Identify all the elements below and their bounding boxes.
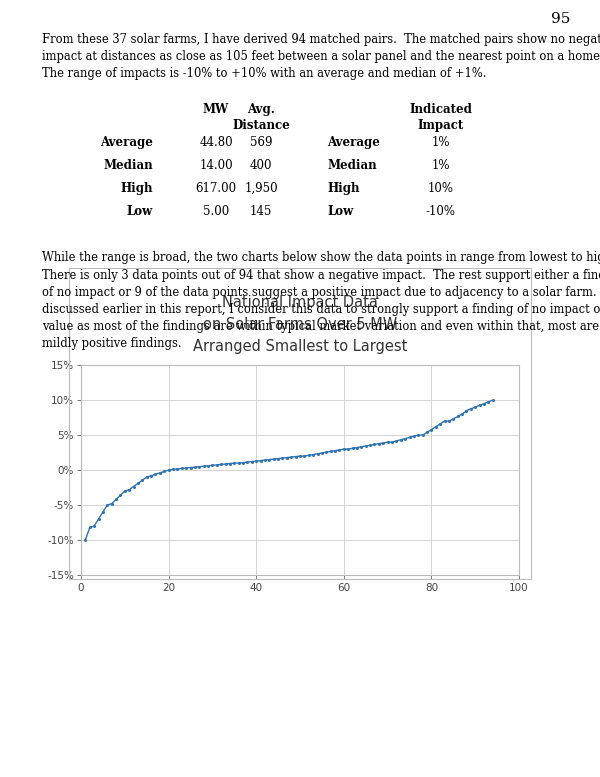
- Title: National Impact Data
on Solar Farms Over 5 MW
Arranged Smallest to Largest: National Impact Data on Solar Farms Over…: [193, 295, 407, 354]
- Text: 400: 400: [250, 159, 272, 172]
- Text: -10%: -10%: [426, 205, 456, 218]
- Text: mildly positive findings.: mildly positive findings.: [42, 337, 182, 350]
- Text: 145: 145: [250, 205, 272, 218]
- Text: High: High: [327, 182, 359, 195]
- Text: impact at distances as close as 105 feet between a solar panel and the nearest p: impact at distances as close as 105 feet…: [42, 50, 600, 63]
- Text: 1%: 1%: [432, 159, 450, 172]
- Text: 95: 95: [551, 12, 570, 26]
- Text: There is only 3 data points out of 94 that show a negative impact.  The rest sup: There is only 3 data points out of 94 th…: [42, 269, 600, 281]
- Text: Impact: Impact: [418, 119, 464, 132]
- Text: 1%: 1%: [432, 136, 450, 149]
- Text: Indicated: Indicated: [410, 103, 472, 117]
- Text: MW: MW: [203, 103, 229, 117]
- Text: High: High: [121, 182, 153, 195]
- Text: Low: Low: [327, 205, 353, 218]
- Text: Average: Average: [100, 136, 153, 149]
- Text: 569: 569: [250, 136, 272, 149]
- Text: Average: Average: [327, 136, 380, 149]
- Text: Median: Median: [103, 159, 153, 172]
- Text: Median: Median: [327, 159, 377, 172]
- Text: 44.80: 44.80: [199, 136, 233, 149]
- Text: While the range is broad, the two charts below show the data points in range fro: While the range is broad, the two charts…: [42, 252, 600, 264]
- Text: 10%: 10%: [428, 182, 454, 195]
- Text: 5.00: 5.00: [203, 205, 229, 218]
- Text: 617.00: 617.00: [196, 182, 236, 195]
- Text: Distance: Distance: [232, 119, 290, 132]
- Text: The range of impacts is -10% to +10% with an average and median of +1%.: The range of impacts is -10% to +10% wit…: [42, 67, 487, 80]
- Text: of no impact or 9 of the data points suggest a positive impact due to adjacency : of no impact or 9 of the data points sug…: [42, 286, 600, 298]
- Text: discussed earlier in this report, I consider this data to strongly support a fin: discussed earlier in this report, I cons…: [42, 303, 600, 315]
- Text: From these 37 solar farms, I have derived 94 matched pairs.  The matched pairs s: From these 37 solar farms, I have derive…: [42, 33, 600, 46]
- Text: 14.00: 14.00: [199, 159, 233, 172]
- Text: Low: Low: [127, 205, 153, 218]
- Text: 1,950: 1,950: [244, 182, 278, 195]
- Text: Avg.: Avg.: [247, 103, 275, 117]
- Text: value as most of the findings are within typical market variation and even withi: value as most of the findings are within…: [42, 320, 599, 333]
